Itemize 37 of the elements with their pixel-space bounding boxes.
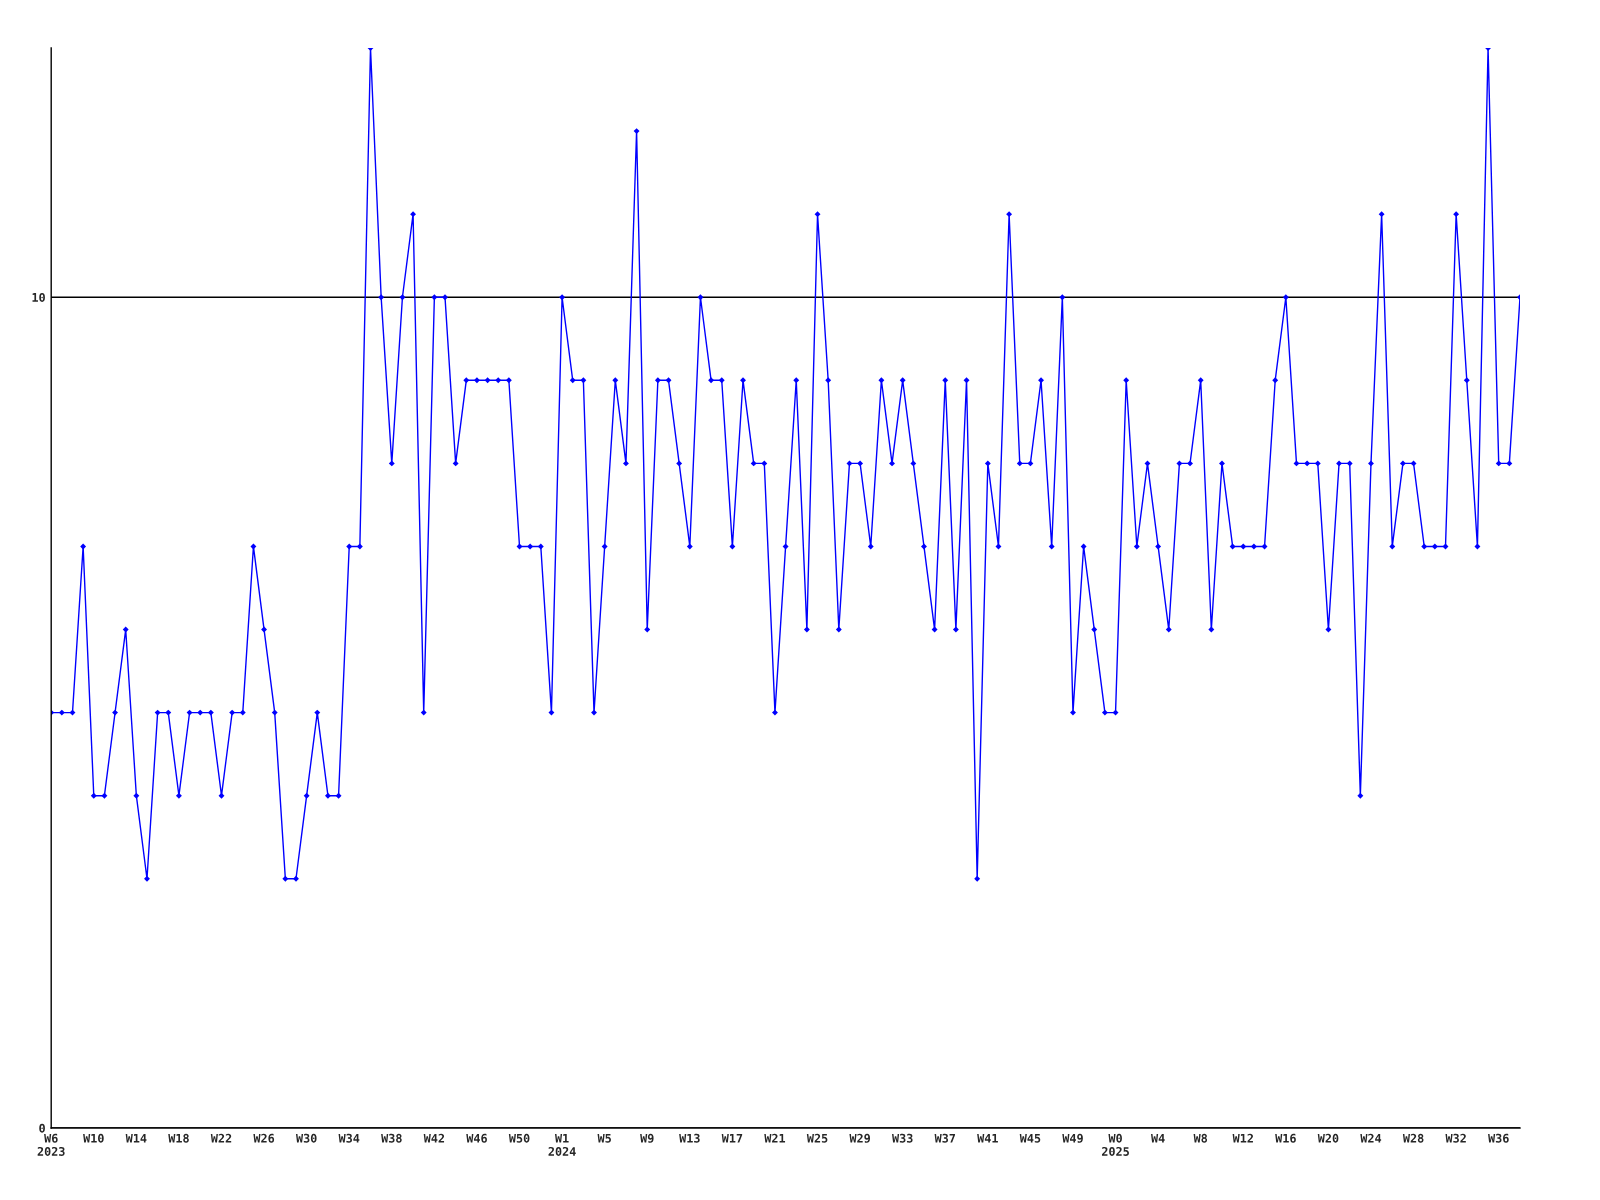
x-tick-label: W13: [679, 1133, 700, 1143]
x-tick-label: W4: [1151, 1133, 1165, 1143]
y-tick-label: 10: [32, 292, 45, 302]
x-tick-label: W17: [721, 1133, 743, 1143]
x-tick-label: W41: [977, 1133, 998, 1143]
x-tick-label: W6 2023: [37, 1133, 65, 1156]
x-tick-label: W24: [1360, 1133, 1382, 1143]
x-tick-label: W49: [1062, 1133, 1083, 1143]
x-tick-label: W9: [640, 1133, 654, 1143]
x-tick-label: W45: [1019, 1133, 1041, 1143]
x-tick-label: W32: [1445, 1133, 1466, 1143]
x-tick-label: W33: [892, 1133, 913, 1143]
x-tick-label: W37: [934, 1133, 956, 1143]
x-tick-label: W8: [1193, 1133, 1208, 1143]
x-tick-label: W21: [764, 1133, 786, 1143]
x-tick-label: W42: [423, 1133, 445, 1143]
x-tick-label: W12: [1232, 1133, 1253, 1143]
x-tick-label: W46: [466, 1133, 487, 1143]
x-tick-label: W14: [125, 1133, 147, 1143]
x-tick-label: W0 2025: [1102, 1133, 1129, 1156]
x-tick-label: W38: [381, 1133, 402, 1143]
x-tick-label: W16: [1275, 1133, 1296, 1143]
x-tick-label: W25: [806, 1133, 828, 1143]
x-tick-label: W1 2024: [548, 1133, 576, 1156]
x-tick-label: W10: [83, 1133, 104, 1143]
x-tick-label: W30: [295, 1133, 317, 1143]
x-tick-label: W34: [338, 1133, 360, 1143]
x-tick-label: W50: [508, 1133, 530, 1143]
y-tick-label: 0: [39, 1123, 45, 1133]
x-tick-label: W36: [1488, 1133, 1509, 1143]
x-tick-label: W28: [1402, 1133, 1424, 1143]
x-tick-label: W20: [1317, 1133, 1339, 1143]
x-tick-label: W22: [210, 1133, 232, 1143]
x-tick-label: W5: [597, 1133, 611, 1143]
x-tick-label: W26: [253, 1133, 275, 1143]
x-tick-label: W18: [168, 1133, 189, 1143]
x-tick-label: W29: [849, 1133, 871, 1143]
